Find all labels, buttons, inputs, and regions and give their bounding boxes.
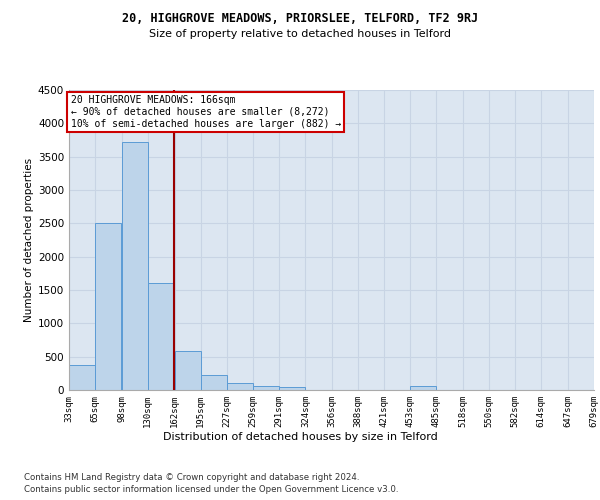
Text: Contains public sector information licensed under the Open Government Licence v3: Contains public sector information licen… (24, 485, 398, 494)
Y-axis label: Number of detached properties: Number of detached properties (24, 158, 34, 322)
Bar (253, 386, 278, 390)
Text: 20 HIGHGROVE MEADOWS: 166sqm
← 90% of detached houses are smaller (8,272)
10% of: 20 HIGHGROVE MEADOWS: 166sqm ← 90% of de… (71, 96, 341, 128)
Bar (122, 142, 148, 390)
Bar (227, 383, 253, 390)
Text: Distribution of detached houses by size in Telford: Distribution of detached houses by size … (163, 432, 437, 442)
Text: 20, HIGHGROVE MEADOWS, PRIORSLEE, TELFORD, TF2 9RJ: 20, HIGHGROVE MEADOWS, PRIORSLEE, TELFOR… (122, 12, 478, 26)
Bar (410, 386, 436, 390)
Bar (69, 366, 95, 390)
Bar (95, 224, 121, 390)
Bar (148, 282, 174, 390)
Text: Size of property relative to detached houses in Telford: Size of property relative to detached ho… (149, 29, 451, 39)
Bar (200, 374, 227, 390)
Bar (278, 388, 305, 390)
Text: Contains HM Land Registry data © Crown copyright and database right 2024.: Contains HM Land Registry data © Crown c… (24, 472, 359, 482)
Bar (175, 352, 200, 390)
